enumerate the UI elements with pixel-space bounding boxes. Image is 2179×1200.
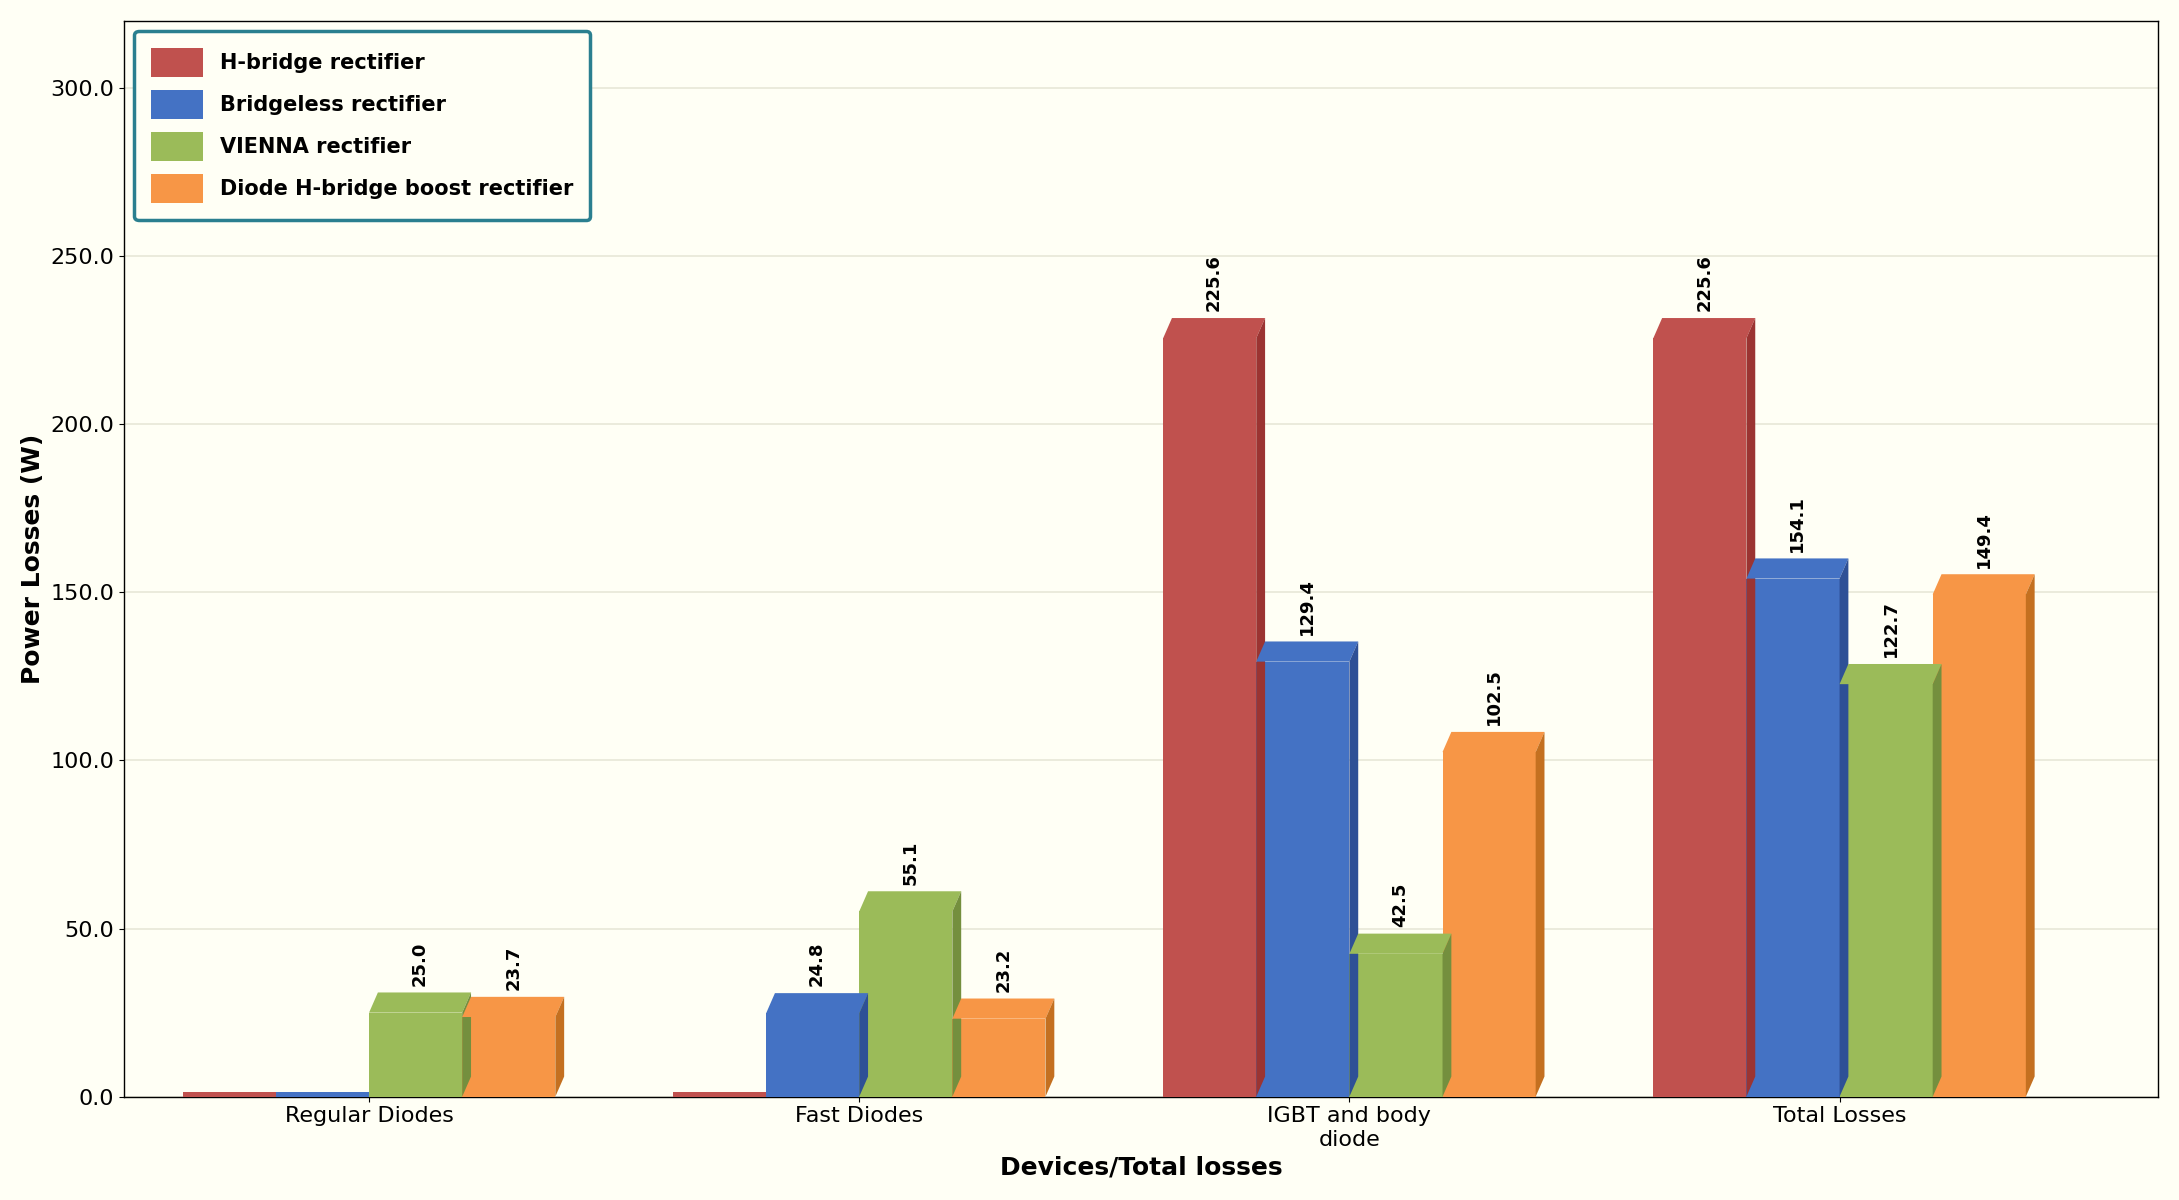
FancyBboxPatch shape: [1257, 661, 1349, 1097]
Polygon shape: [1164, 318, 1266, 338]
Polygon shape: [1257, 318, 1266, 1097]
FancyBboxPatch shape: [1164, 338, 1257, 1097]
Polygon shape: [556, 997, 564, 1097]
Polygon shape: [1046, 998, 1055, 1097]
Polygon shape: [1745, 318, 1756, 1097]
Polygon shape: [767, 994, 867, 1013]
FancyBboxPatch shape: [183, 1092, 277, 1097]
FancyBboxPatch shape: [1745, 578, 1839, 1097]
Text: 149.4: 149.4: [1974, 511, 1992, 568]
Polygon shape: [952, 892, 961, 1097]
FancyBboxPatch shape: [952, 1019, 1046, 1097]
Polygon shape: [1654, 318, 1756, 338]
FancyBboxPatch shape: [1839, 684, 1933, 1097]
Polygon shape: [1257, 642, 1358, 661]
Polygon shape: [2026, 575, 2035, 1097]
Text: 102.5: 102.5: [1484, 668, 1504, 725]
Polygon shape: [1839, 664, 1941, 684]
Text: 55.1: 55.1: [902, 840, 920, 884]
Text: 122.7: 122.7: [1880, 600, 1900, 658]
Text: 225.6: 225.6: [1205, 254, 1222, 311]
X-axis label: Devices/Total losses: Devices/Total losses: [1000, 1156, 1283, 1180]
FancyBboxPatch shape: [1349, 954, 1442, 1097]
Text: 23.2: 23.2: [994, 948, 1013, 991]
FancyBboxPatch shape: [1654, 338, 1745, 1097]
Text: 24.8: 24.8: [808, 942, 826, 986]
Text: 129.4: 129.4: [1299, 578, 1316, 635]
FancyBboxPatch shape: [767, 1013, 859, 1097]
Text: 23.7: 23.7: [503, 946, 523, 990]
FancyBboxPatch shape: [859, 912, 952, 1097]
Polygon shape: [368, 992, 471, 1013]
Polygon shape: [1442, 732, 1545, 752]
Polygon shape: [1839, 558, 1848, 1097]
FancyBboxPatch shape: [462, 1018, 556, 1097]
FancyBboxPatch shape: [1933, 594, 2026, 1097]
FancyBboxPatch shape: [368, 1013, 462, 1097]
Polygon shape: [1536, 732, 1545, 1097]
Polygon shape: [462, 992, 471, 1097]
Polygon shape: [952, 998, 1055, 1019]
Polygon shape: [462, 997, 564, 1018]
FancyBboxPatch shape: [277, 1092, 368, 1097]
Polygon shape: [1745, 558, 1848, 578]
FancyBboxPatch shape: [1442, 752, 1536, 1097]
Polygon shape: [1933, 575, 2035, 594]
Text: 154.1: 154.1: [1789, 494, 1806, 552]
Polygon shape: [1349, 642, 1358, 1097]
Polygon shape: [1442, 934, 1451, 1097]
Text: 25.0: 25.0: [412, 941, 429, 985]
FancyBboxPatch shape: [673, 1092, 767, 1097]
Polygon shape: [859, 994, 867, 1097]
Legend: H-bridge rectifier, Bridgeless rectifier, VIENNA rectifier, Diode H-bridge boost: H-bridge rectifier, Bridgeless rectifier…: [135, 31, 591, 220]
Polygon shape: [859, 892, 961, 912]
Polygon shape: [1349, 934, 1451, 954]
Text: 225.6: 225.6: [1695, 254, 1713, 311]
Text: 42.5: 42.5: [1392, 882, 1410, 926]
Y-axis label: Power Losses (W): Power Losses (W): [22, 433, 46, 684]
Polygon shape: [1933, 664, 1941, 1097]
